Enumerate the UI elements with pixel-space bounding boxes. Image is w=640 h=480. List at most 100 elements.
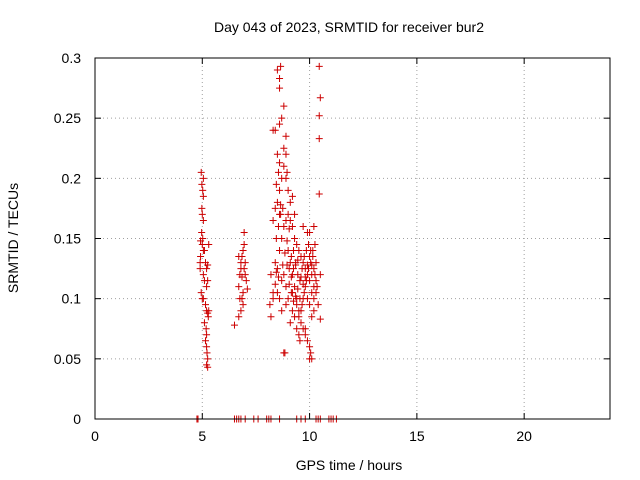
data-point (280, 102, 288, 110)
data-point (204, 277, 212, 285)
data-point (291, 210, 299, 218)
y-tick-label: 0.2 (62, 170, 82, 186)
data-point (202, 337, 210, 345)
data-point (199, 192, 207, 200)
data-point (237, 307, 245, 315)
data-point (283, 168, 291, 176)
grid-lines (95, 58, 610, 419)
data-point (297, 319, 305, 327)
data-point (280, 162, 288, 170)
data-point (230, 321, 238, 329)
data-point (278, 114, 286, 122)
data-point (287, 253, 295, 261)
axis-ticks: 0 5 10 15 20 0 0.05 0.1 0.15 0.2 0.25 0.3 (54, 50, 610, 444)
y-tick-label: 0.15 (54, 231, 81, 247)
data-point (273, 265, 281, 273)
data-point (306, 343, 314, 351)
y-tick-label: 0 (73, 411, 81, 427)
data-point (276, 159, 284, 167)
x-tick-label: 5 (198, 428, 206, 444)
data-point (271, 259, 279, 267)
data-point (197, 253, 205, 261)
data-point (278, 307, 286, 315)
data-point (315, 62, 323, 70)
data-point (308, 313, 316, 321)
data-point (306, 253, 314, 261)
data-point (285, 280, 293, 288)
data-point (315, 112, 323, 120)
data-point (296, 295, 304, 303)
data-point (239, 289, 247, 297)
data-point (202, 325, 210, 333)
data-point (240, 228, 248, 236)
data-point (276, 74, 284, 82)
data-point (199, 174, 207, 182)
plot-frame (94, 57, 611, 420)
data-point (271, 204, 279, 212)
data-point (299, 222, 307, 230)
data-point (274, 222, 282, 230)
data-point (235, 253, 243, 261)
data-point (280, 144, 288, 152)
data-point (282, 150, 290, 158)
x-tick-label: 10 (302, 428, 318, 444)
data-point (235, 283, 243, 291)
data-point (240, 265, 248, 273)
data-point (297, 307, 305, 315)
data-point (204, 363, 212, 371)
data-point (280, 271, 288, 279)
x-tick-label: 20 (516, 428, 532, 444)
chart-title: Day 043 of 2023, SRMTID for receiver bur… (214, 19, 484, 35)
data-point (310, 222, 318, 230)
data-point (308, 355, 316, 363)
data-point (277, 62, 285, 70)
data-point (278, 277, 286, 285)
data-point (198, 228, 206, 236)
data-point (286, 216, 294, 224)
data-point (276, 247, 284, 255)
data-point (283, 261, 291, 269)
data-point (291, 235, 299, 242)
data-point (311, 241, 319, 249)
data-point (314, 301, 322, 309)
data-point (287, 273, 295, 281)
data-point (315, 190, 323, 198)
data-point (273, 150, 281, 158)
data-point (243, 285, 251, 293)
data-point (276, 120, 284, 128)
data-point (204, 355, 212, 363)
data-point (240, 241, 248, 249)
data-point (203, 331, 211, 339)
data-point (272, 268, 280, 276)
data-point (203, 349, 211, 357)
data-point (316, 94, 324, 102)
data-point (241, 259, 249, 267)
data-point (203, 343, 211, 351)
data-point (310, 307, 318, 315)
data-point (203, 283, 211, 291)
data-point (276, 295, 284, 303)
data-point (276, 210, 284, 218)
data-point (294, 256, 302, 264)
x-tick-label: 15 (409, 428, 425, 444)
data-point (301, 325, 309, 333)
data-point (292, 292, 300, 300)
data-point (282, 174, 290, 182)
data-point (298, 301, 306, 309)
data-point (281, 349, 289, 357)
data-point (284, 295, 292, 303)
data-point (271, 126, 279, 134)
data-point (198, 210, 206, 218)
data-point (238, 273, 246, 281)
data-point (299, 280, 307, 288)
data-point (289, 297, 297, 305)
data-point (316, 315, 324, 323)
data-point (205, 241, 213, 249)
y-axis-label: SRMTID / TECUs (5, 183, 21, 293)
y-tick-label: 0.3 (62, 50, 82, 66)
data-point (198, 241, 206, 249)
data-point (202, 301, 210, 309)
data-points (193, 62, 340, 423)
data-point (282, 132, 290, 140)
